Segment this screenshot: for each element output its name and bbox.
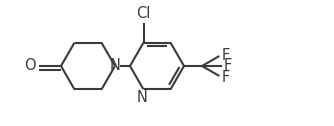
Text: O: O — [24, 58, 36, 73]
Text: N: N — [110, 58, 121, 73]
Text: N: N — [137, 90, 148, 105]
Text: F: F — [221, 70, 229, 85]
Text: F: F — [224, 58, 232, 73]
Text: F: F — [221, 48, 229, 62]
Text: Cl: Cl — [136, 6, 151, 21]
